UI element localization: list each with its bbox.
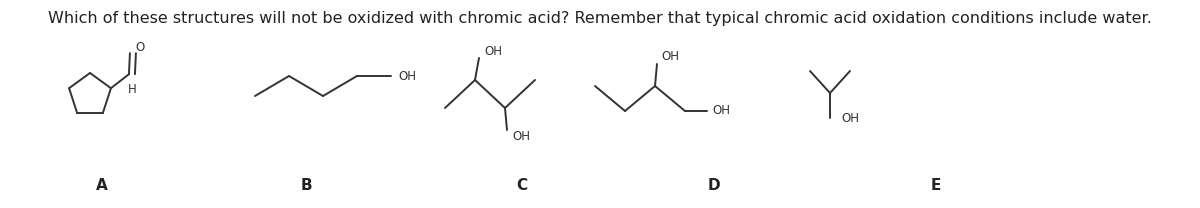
Text: B: B [300, 178, 312, 193]
Text: O: O [136, 41, 144, 54]
Text: OH: OH [712, 104, 730, 118]
Text: OH: OH [398, 69, 416, 83]
Text: OH: OH [512, 130, 530, 144]
Text: Which of these structures will not be oxidized with chromic acid? Remember that : Which of these structures will not be ox… [48, 11, 1152, 26]
Text: E: E [931, 178, 941, 193]
Text: C: C [516, 178, 528, 193]
Text: OH: OH [661, 51, 679, 63]
Text: H: H [127, 83, 137, 96]
Text: A: A [96, 178, 108, 193]
Text: OH: OH [484, 45, 502, 57]
Text: OH: OH [841, 111, 859, 125]
Text: D: D [708, 178, 720, 193]
